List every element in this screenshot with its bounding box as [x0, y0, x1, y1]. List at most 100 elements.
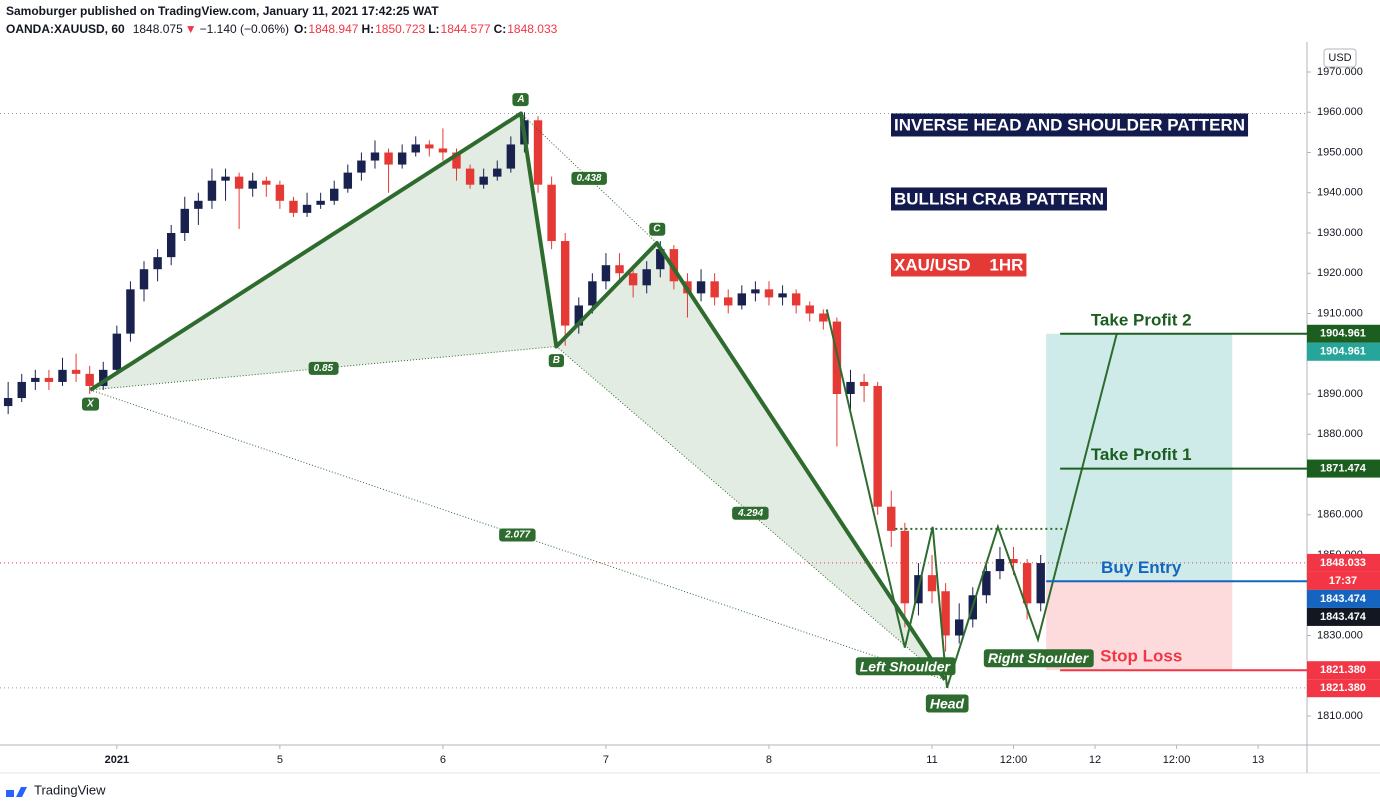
level-label: Stop Loss [1100, 647, 1182, 666]
y-tick-label: 1860.000 [1317, 509, 1363, 521]
y-tick-label: 1920.000 [1317, 267, 1363, 279]
candle-body [696, 281, 706, 294]
x-tick-label: 6 [440, 754, 446, 766]
pattern-fill [90, 113, 557, 390]
note: INVERSE HEAD AND SHOULDER PATTERN [894, 115, 1245, 134]
currency-box [1323, 48, 1357, 68]
x-tick-label: 8 [766, 754, 772, 766]
candle-body [819, 313, 828, 322]
candle-body [289, 200, 298, 213]
ohlc-key: H: [361, 22, 374, 36]
candle-body [425, 144, 434, 149]
price-tag-label: 1821.380 [1320, 682, 1366, 694]
point-label-box [512, 93, 529, 107]
y-tick-label: 1970.000 [1317, 66, 1363, 78]
candle-body [1022, 563, 1032, 604]
x-tick-label: 7 [603, 754, 609, 766]
candle-body [17, 381, 26, 399]
change-arrow: ▼ [185, 22, 197, 36]
candle-body [3, 398, 13, 407]
note-box [891, 113, 1249, 137]
candle-body [1009, 559, 1018, 564]
note: XAU/USD 1HR [894, 255, 1023, 274]
candle-body [44, 377, 54, 382]
candle-body [207, 180, 217, 201]
harmonic-leg [89, 111, 947, 681]
profit-zone [1046, 333, 1233, 582]
point-label: X [86, 399, 95, 410]
price-tag [1307, 607, 1380, 626]
price-tag [1307, 342, 1380, 361]
candle-body [58, 369, 67, 382]
hs-label-box [925, 694, 969, 713]
price-tag [1307, 459, 1380, 478]
ohlc-value: 1848.033 [507, 22, 557, 36]
candle-body [99, 369, 108, 386]
ratio-label-box [499, 528, 536, 542]
candle-body [941, 591, 950, 636]
candle-body [506, 144, 516, 169]
price-tag [1307, 679, 1380, 698]
hs-label: Head [930, 696, 965, 712]
candle-body [275, 184, 285, 201]
candle-body [384, 152, 393, 165]
ratio-line [90, 389, 946, 681]
x-tick-label: 5 [277, 754, 283, 766]
pattern-fill [556, 243, 945, 680]
price-tag [1307, 661, 1380, 680]
price-tag [1307, 571, 1380, 590]
note: BULLISH CRAB PATTERN [894, 189, 1104, 208]
price-tag [1307, 553, 1380, 572]
ratio-label-box [732, 506, 769, 520]
point-label: B [553, 355, 560, 366]
candle-body [724, 297, 733, 306]
candle-body [873, 385, 882, 507]
change: −1.140 (−0.06%) [200, 22, 289, 36]
candle-body [438, 148, 448, 153]
candle-body [982, 571, 991, 596]
ratio-label-box [308, 361, 339, 375]
level-label: Buy Entry [1101, 558, 1182, 577]
candle-body [900, 530, 910, 604]
candle-body [737, 293, 747, 306]
x-tick-label: 12:00 [1163, 754, 1191, 766]
hs-line [825, 309, 1118, 689]
ohlc-key: O: [294, 22, 307, 36]
candle-body [85, 373, 94, 386]
candle-body [126, 289, 135, 334]
candle-body [302, 204, 312, 213]
candle-body [397, 152, 407, 165]
candle-body [547, 184, 556, 242]
point-label-box [649, 222, 666, 236]
price-tag [1307, 324, 1380, 343]
ohlc-value: 1848.947 [308, 22, 358, 36]
x-tick-label: 2021 [105, 754, 129, 766]
ohlc-value: 1850.723 [375, 22, 425, 36]
point-label-box [82, 397, 100, 411]
candle-body [153, 257, 162, 270]
plot-area: 0.85 0.438 2.077 4.294 X A B C Left Shoulder Head… [0, 93, 1307, 713]
candle-body [330, 188, 339, 201]
candle-body [316, 200, 325, 205]
price-tag-label: 17:37 [1329, 575, 1357, 587]
candle-body [493, 168, 502, 177]
note-box [891, 253, 1027, 277]
candle-body [656, 249, 665, 270]
y-tick-label: 1910.000 [1317, 307, 1363, 319]
ratio-label: 0.438 [576, 173, 601, 184]
candle-body [452, 152, 461, 169]
candle-body [887, 506, 896, 531]
candle-body [995, 559, 1005, 572]
y-tick-label: 1880.000 [1317, 428, 1363, 440]
y-tick-label: 1960.000 [1317, 106, 1363, 118]
currency: USD [1328, 52, 1351, 64]
candle-body [1036, 563, 1045, 604]
byline: Samoburger published on TradingView.com,… [6, 4, 439, 18]
y-tick-label: 1950.000 [1317, 146, 1363, 158]
candle-body [588, 281, 597, 306]
ratio-label: 2.077 [504, 530, 530, 541]
candle-body [370, 152, 380, 161]
hs-label-box [983, 649, 1094, 668]
